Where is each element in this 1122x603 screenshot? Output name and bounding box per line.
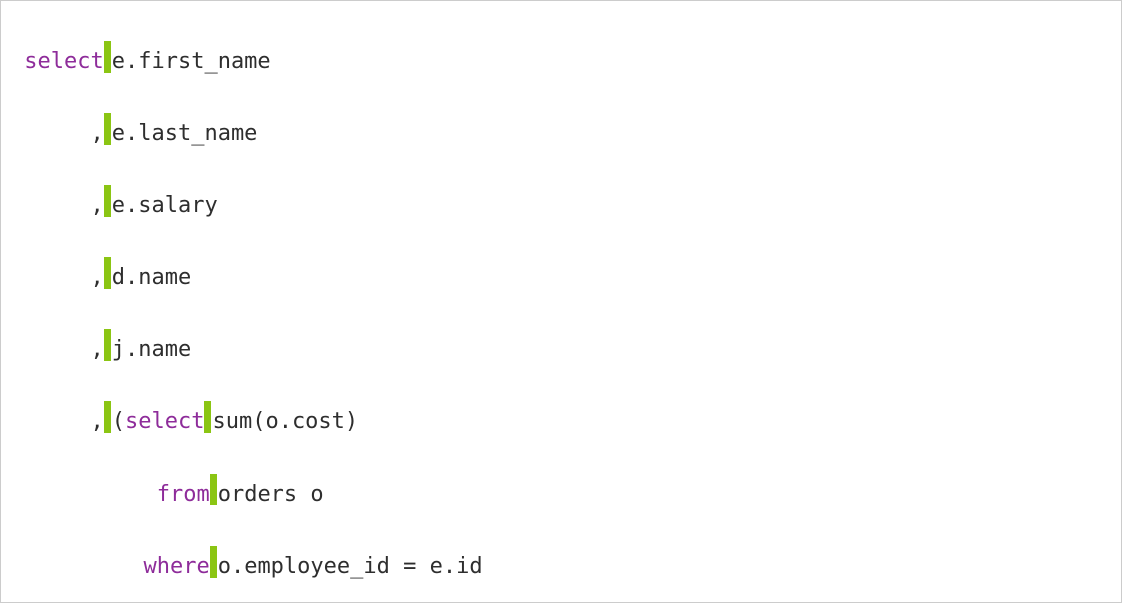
river-bar [104,329,111,361]
river-bar [104,185,111,217]
code-line: , j.name [11,329,1111,367]
keyword-where: where [143,554,209,579]
river-bar [104,257,111,289]
keyword-select: select [24,49,103,74]
keyword-select: select [125,409,204,434]
code-line: , (select sum(o.cost) [11,401,1111,439]
code-line: , d.name [11,257,1111,295]
comma: , [90,193,103,218]
river-bar [210,546,217,578]
paren-open: ( [112,409,125,434]
code-line: , e.salary [11,185,1111,223]
river-bar [204,401,211,433]
river-bar [104,41,111,73]
comma: , [90,409,103,434]
expr: e.first_name [112,49,271,74]
code-line: , e.last_name [11,113,1111,151]
river-bar [104,401,111,433]
keyword-from: from [157,481,210,506]
comma: , [90,265,103,290]
comma: , [90,337,103,362]
expr: d.name [112,265,191,290]
code-line: where o.employee_id = e.id [11,546,1111,584]
river-bar [104,113,111,145]
code-line: from orders o [11,474,1111,512]
river-bar [210,474,217,506]
table-ref: orders o [218,481,324,506]
code-line: select e.first_name [11,41,1111,79]
sql-code-block: select e.first_name , e.last_name , e.salar… [0,0,1122,603]
expr: e.last_name [112,121,258,146]
condition: o.employee_id = e.id [218,554,483,579]
expr: e.salary [112,193,218,218]
comma: , [90,121,103,146]
expr: sum(o.cost) [212,409,358,434]
expr: j.name [112,337,191,362]
